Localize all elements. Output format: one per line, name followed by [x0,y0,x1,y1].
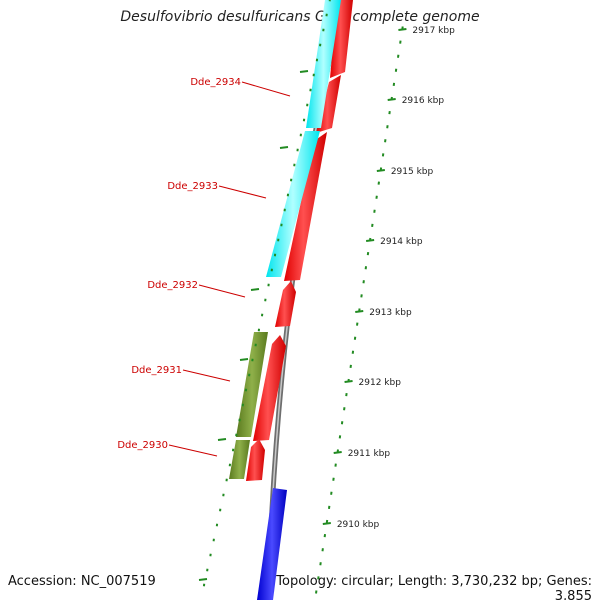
map-title: Desulfovibrio desulfuricans G20, complet… [120,9,480,25]
major-tick [344,380,353,383]
cds-feature [284,132,327,281]
cog-feature [229,440,250,479]
major-tick [387,98,396,101]
major-tick [355,310,364,313]
gene-label-layer: Dde_2934 Dde_2933 Dde_2932 Dde_2931 Dde_2930 [117,77,291,457]
major-tick [333,451,342,454]
scale-tick-label: 2912 kbp [359,378,402,388]
inner-major-dot [198,578,208,581]
scale-tick-label: 2915 kbp [391,167,434,177]
major-tick [322,522,331,525]
cds-feature [246,439,265,481]
gene-label: Dde_2930 [117,440,168,451]
scale-tick-layer: 2917 kbp 2916 kbp 2915 kbp 2914 kbp 2913 kbp… [198,0,455,594]
gene-label-leader [182,369,231,382]
cog-track-olive [229,332,268,479]
cog-feature [266,131,320,277]
gene-label: Dde_2932 [147,280,198,291]
inner-major-dot [217,438,227,441]
accession-text: Accession: NC_007519 [8,574,156,589]
inner-major-dot [250,288,260,291]
cog-feature [236,332,268,437]
gene-label-leader [218,185,267,199]
scale-tick-label: 2914 kbp [380,237,423,247]
cds-track-forward [246,0,353,481]
gene-label-leader [241,81,291,97]
cog-track-cyan [266,0,341,277]
inner-major-dot [239,358,249,361]
inner-major-dot [299,70,309,73]
cds-feature [253,335,286,441]
major-tick [366,239,375,242]
gene-label: Dde_2934 [190,77,241,88]
gene-label-leader [168,444,218,457]
scale-tick-label: 2916 kbp [402,96,445,106]
major-tick [376,169,385,172]
major-tick [398,28,407,31]
cog-track-blue [257,488,287,600]
scale-tick-label: 2911 kbp [348,449,391,459]
cog-feature [257,488,287,600]
inner-major-dot [279,146,289,149]
scale-tick-label: 2917 kbp [412,26,455,36]
cog-feature [306,0,341,128]
genome-summary-text: Topology: circular; Length: 3,730,232 bp… [276,574,592,600]
scale-tick-label: 2913 kbp [369,308,412,318]
gene-label: Dde_2931 [131,365,182,376]
gene-label-leader [198,284,246,298]
gene-label: Dde_2933 [167,181,218,192]
cds-feature [275,281,296,327]
scale-tick-label: 2910 kbp [337,520,380,530]
